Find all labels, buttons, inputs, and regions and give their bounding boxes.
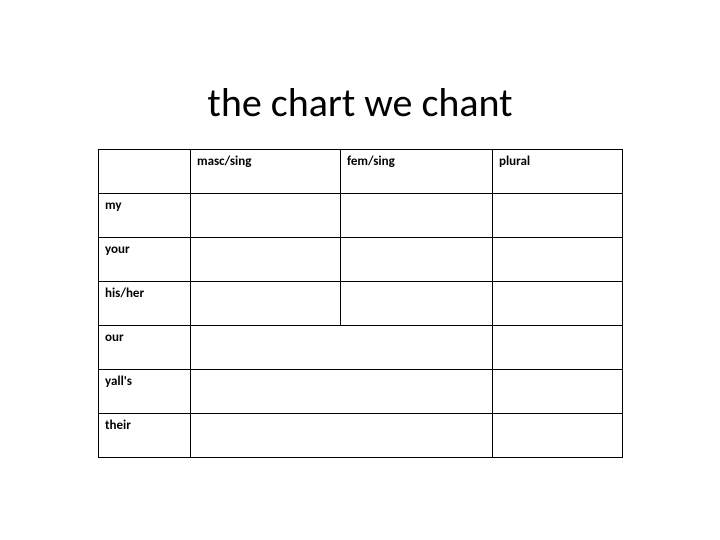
table-row: your: [99, 238, 623, 282]
cell-fem: [341, 194, 493, 238]
cell-masc-merged: [191, 326, 341, 370]
cell-fem-merged: [341, 414, 493, 458]
cell-masc: [191, 194, 341, 238]
cell-fem: [341, 282, 493, 326]
row-label: his/her: [99, 282, 191, 326]
possessive-table: masc/sing fem/sing plural my your: [98, 149, 623, 458]
table-row: their: [99, 414, 623, 458]
cell-fem-merged: [341, 326, 493, 370]
cell-plural: [493, 414, 623, 458]
cell-plural: [493, 326, 623, 370]
possessive-table-container: masc/sing fem/sing plural my your: [98, 149, 622, 458]
cell-fem: [341, 238, 493, 282]
row-label: our: [99, 326, 191, 370]
cell-plural: [493, 238, 623, 282]
row-label: their: [99, 414, 191, 458]
slide-title: the chart we chant: [0, 78, 720, 127]
table-row: his/her: [99, 282, 623, 326]
table-header-row: masc/sing fem/sing plural: [99, 150, 623, 194]
table-row: my: [99, 194, 623, 238]
cell-masc: [191, 238, 341, 282]
row-label: your: [99, 238, 191, 282]
cell-masc-merged: [191, 370, 341, 414]
header-fem-sing: fem/sing: [341, 150, 493, 194]
row-label: my: [99, 194, 191, 238]
table-row: yall's: [99, 370, 623, 414]
header-masc-sing: masc/sing: [191, 150, 341, 194]
header-blank: [99, 150, 191, 194]
cell-plural: [493, 370, 623, 414]
header-plural: plural: [493, 150, 623, 194]
cell-fem-merged: [341, 370, 493, 414]
cell-masc: [191, 282, 341, 326]
cell-plural: [493, 194, 623, 238]
row-label: yall's: [99, 370, 191, 414]
cell-plural: [493, 282, 623, 326]
table-row: our: [99, 326, 623, 370]
cell-masc-merged: [191, 414, 341, 458]
